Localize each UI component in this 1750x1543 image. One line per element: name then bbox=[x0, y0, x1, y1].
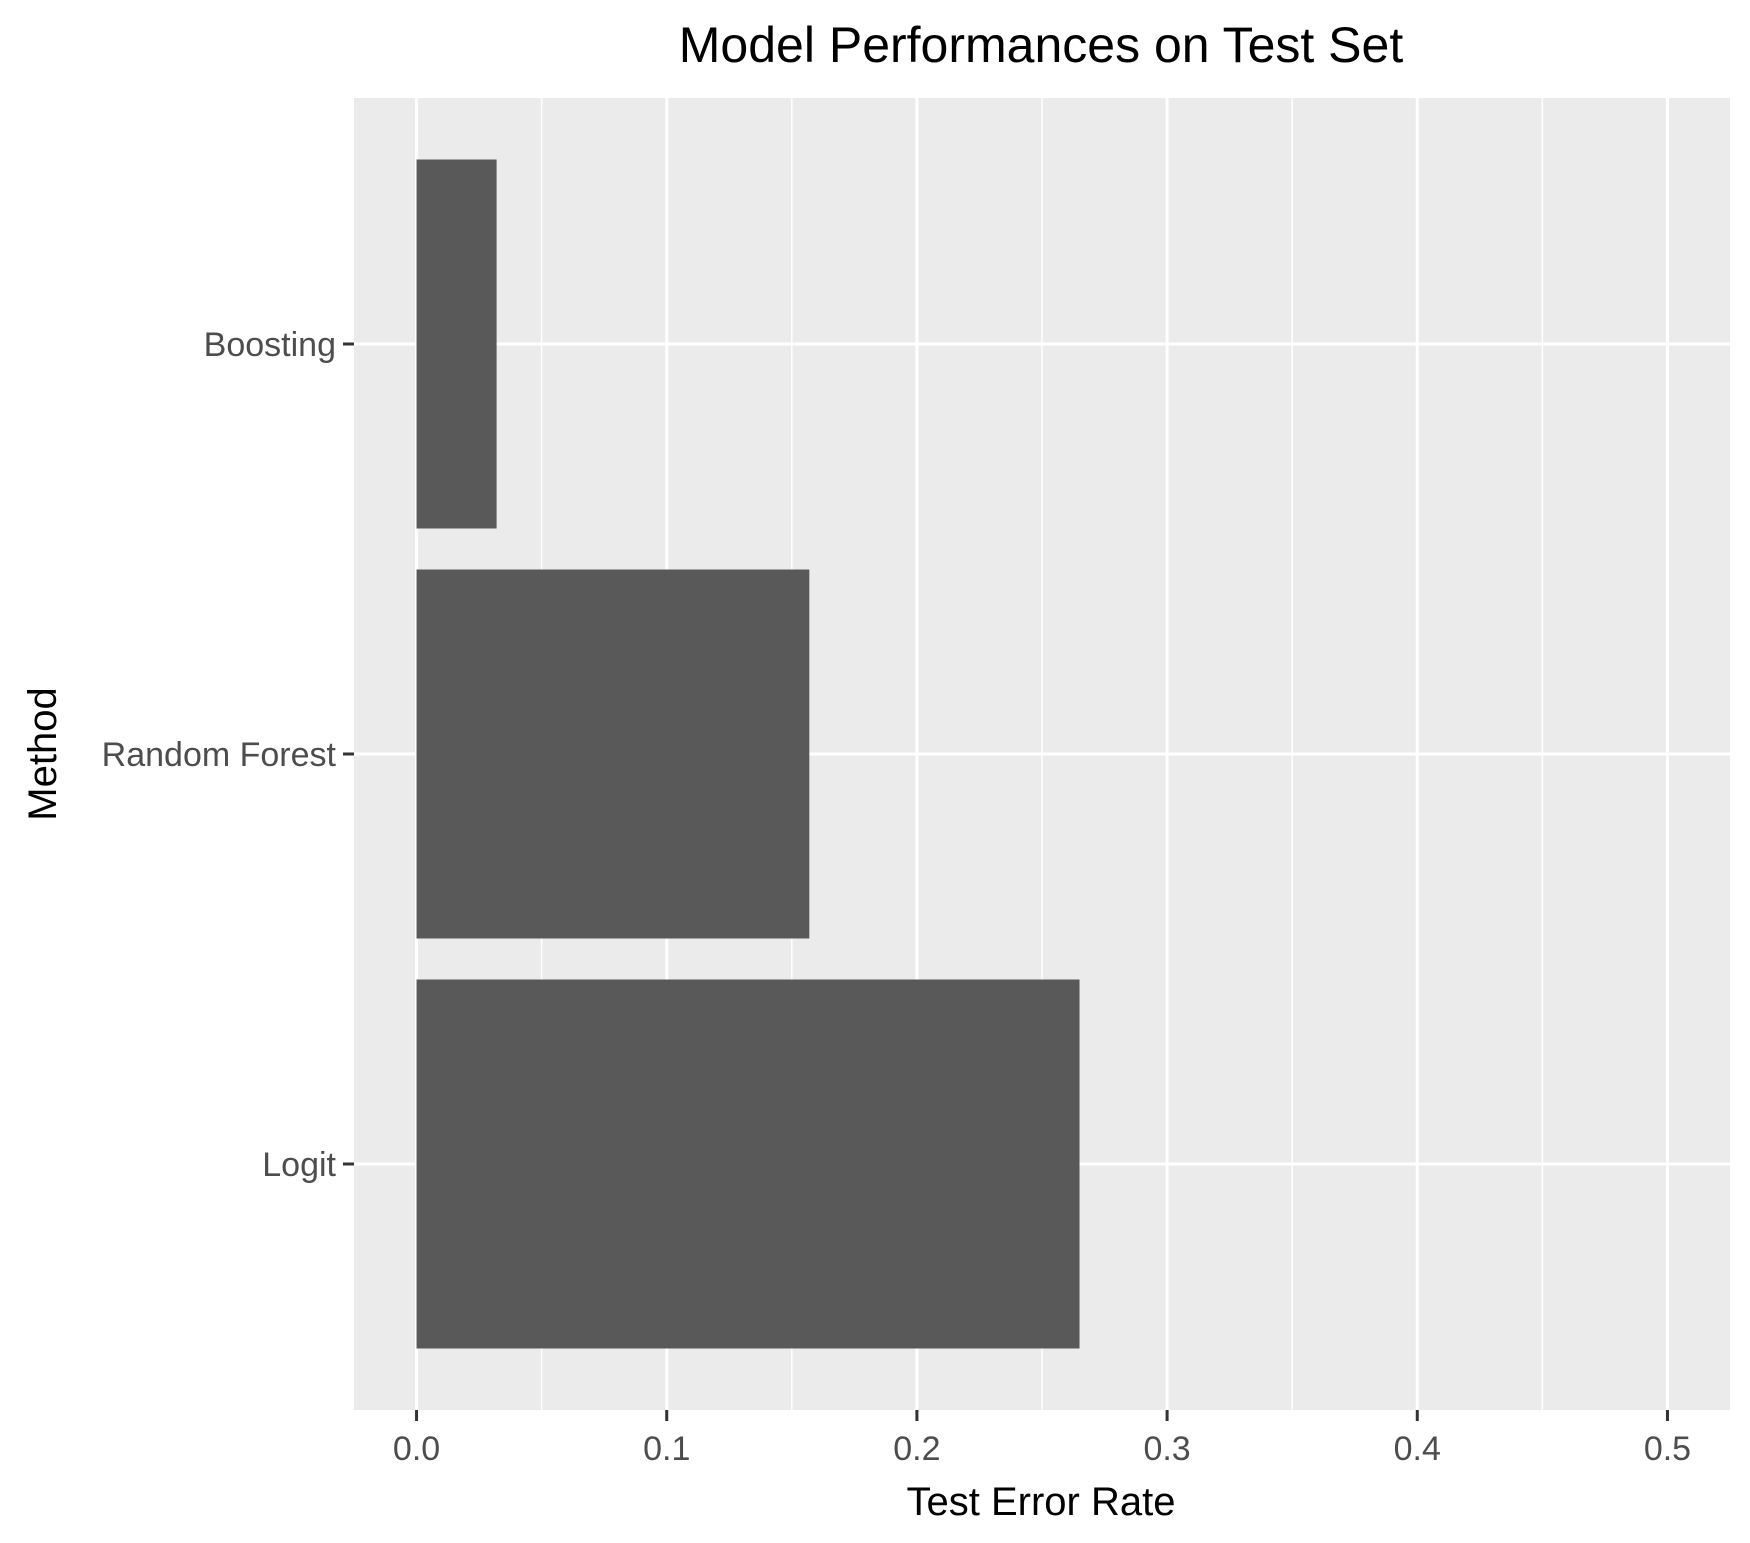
y-axis-title: Method bbox=[21, 687, 65, 820]
bar-random-forest bbox=[416, 569, 810, 939]
x-tick-label: 0.2 bbox=[893, 1430, 940, 1468]
bars bbox=[416, 159, 1080, 1349]
x-tick-label: 0.1 bbox=[643, 1430, 690, 1468]
y-axis: Logit Random Forest Boosting bbox=[102, 326, 354, 1184]
x-tick-label: 0.5 bbox=[1644, 1430, 1691, 1468]
bar-logit bbox=[416, 979, 1080, 1349]
x-tick-label: 0.4 bbox=[1394, 1430, 1441, 1468]
y-tick-label: Logit bbox=[262, 1146, 336, 1184]
bar-boosting bbox=[416, 159, 497, 529]
y-tick-label: Random Forest bbox=[102, 736, 337, 774]
x-axis: 0.0 0.1 0.2 0.3 0.4 0.5 bbox=[393, 1410, 1691, 1468]
x-tick-label: 0.3 bbox=[1143, 1430, 1190, 1468]
x-tick-label: 0.0 bbox=[393, 1430, 440, 1468]
x-axis-title: Test Error Rate bbox=[907, 1480, 1176, 1524]
chart-title: Model Performances on Test Set bbox=[679, 17, 1404, 73]
y-tick-label: Boosting bbox=[204, 326, 336, 364]
